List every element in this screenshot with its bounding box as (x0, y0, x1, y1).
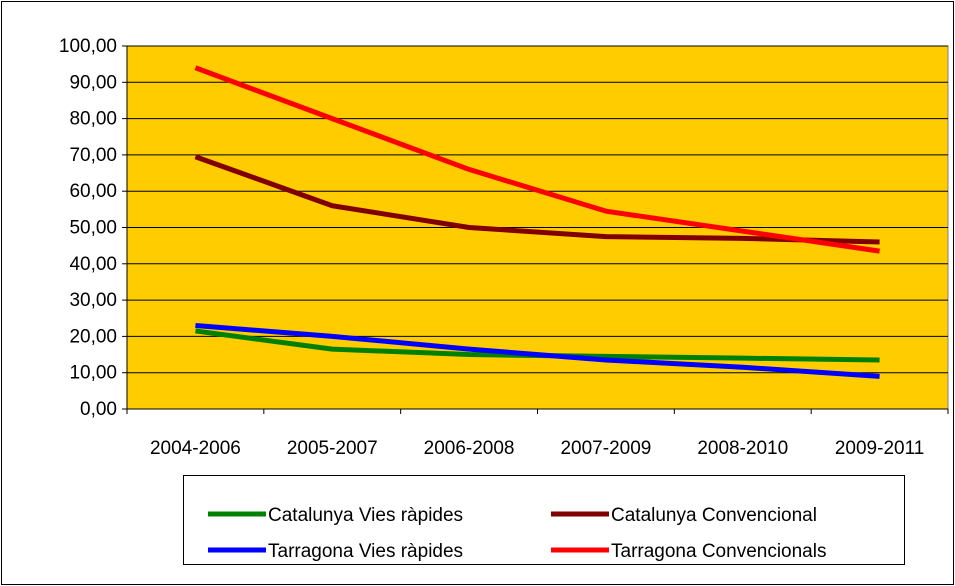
x-tick-label: 2009-2011 (835, 438, 924, 459)
y-tick-label: 40,00 (69, 254, 117, 275)
legend-box (183, 475, 905, 565)
y-tick-label: 80,00 (69, 109, 117, 130)
legend-label: Catalunya Vies ràpides (268, 505, 463, 526)
y-tick-label: 0,00 (80, 399, 117, 420)
x-tick-label: 2004-2006 (150, 438, 241, 459)
y-tick-label: 60,00 (69, 181, 117, 202)
x-tick-label: 2007-2009 (560, 438, 651, 459)
x-tick-label: 2008-2010 (697, 438, 788, 459)
x-tick-label: 2005-2007 (287, 438, 378, 459)
y-tick-label: 10,00 (69, 363, 117, 384)
y-tick-label: 30,00 (69, 290, 117, 311)
legend-label: Tarragona Vies ràpides (268, 541, 463, 562)
legend-label: Catalunya Convencional (611, 505, 817, 526)
y-tick-label: 20,00 (69, 326, 117, 347)
series-line (195, 323, 880, 379)
x-tick-label: 2006-2008 (424, 438, 515, 459)
y-tick-label: 70,00 (69, 145, 117, 166)
y-tick-label: 50,00 (69, 218, 117, 239)
y-tick-label: 100,00 (59, 36, 117, 57)
y-tick-label: 90,00 (69, 72, 117, 93)
series-line (194, 65, 880, 254)
series-line (194, 154, 880, 245)
legend-label: Tarragona Convencionals (611, 541, 826, 562)
